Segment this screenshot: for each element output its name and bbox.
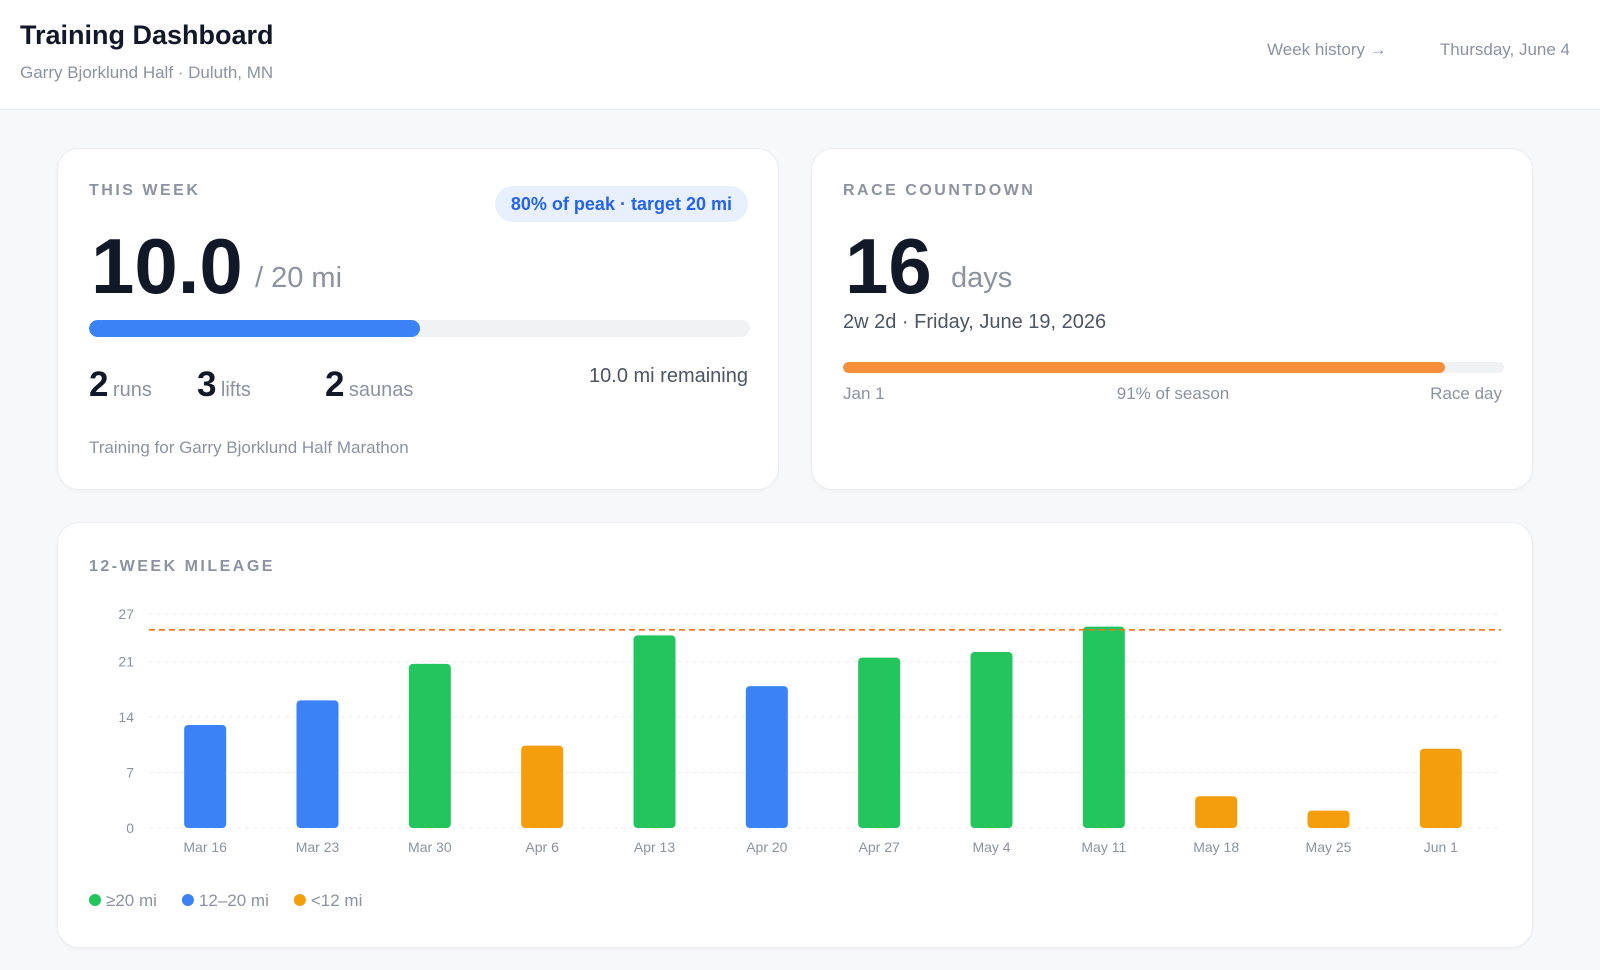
x-tick-label: Apr 20 — [746, 839, 787, 855]
chart: 0 7 14 21 27 Mar 16 Mar 23 Mar 30 Apr 6 Apr 13 Apr… — [89, 606, 1501, 910]
stat-label: saunas — [348, 379, 414, 401]
chart-title: 12-WEEK MILEAGE — [89, 558, 275, 575]
this-week-card: THIS WEEK 80% of peak · target 20 mi 10.… — [57, 148, 779, 490]
y-tick-label: 7 — [126, 765, 134, 781]
stat: 2 saunas — [325, 365, 413, 405]
remaining: 10.0 mi remaining — [589, 365, 748, 387]
mileage-card: 12-WEEK MILEAGE 0 7 14 21 27 Mar 16 Mar 23 Mar … — [57, 522, 1533, 948]
season-start: Jan 1 — [843, 384, 885, 403]
x-tick-label: Apr 6 — [525, 839, 559, 855]
legend-dot — [89, 894, 101, 906]
bar — [296, 700, 339, 828]
season-progress-label: 91% of season — [1116, 384, 1230, 403]
race-countdown-card: RACE COUNTDOWN 16 days 2w 2d · Friday, J… — [811, 148, 1533, 490]
bar — [633, 635, 676, 828]
x-tick-label: Jun 1 — [1424, 839, 1458, 855]
progress-fill — [89, 320, 420, 337]
legend-dot — [181, 894, 194, 906]
season-track — [843, 362, 1504, 373]
y-tick-label: 27 — [118, 606, 134, 622]
stat: 3 lifts — [197, 365, 251, 405]
badge: 80% of peak · target 20 mi — [494, 186, 748, 222]
legend-label: 12–20 mi — [199, 891, 269, 910]
season-fill — [843, 362, 1445, 373]
bar — [970, 652, 1013, 828]
progress-track — [89, 320, 750, 337]
card-label: RACE COUNTDOWN — [843, 182, 1036, 199]
stat-count: 2 — [89, 365, 109, 404]
x-tick-label: May 18 — [1193, 839, 1239, 855]
legend-label: <12 mi — [311, 891, 363, 910]
season-end: Race day — [1430, 384, 1502, 403]
bar — [1307, 810, 1350, 828]
card-label: THIS WEEK — [89, 182, 201, 199]
race-detail: 2w 2d · Friday, June 19, 2026 — [843, 311, 1107, 333]
stat-count: 3 — [197, 365, 217, 404]
week-history-link[interactable]: Week history → — [1267, 40, 1387, 59]
header: Training Dashboard Garry Bjorklund Half … — [0, 0, 1600, 110]
x-tick-label: Mar 16 — [183, 839, 227, 855]
x-tick-label: May 11 — [1081, 839, 1126, 855]
stat-label: lifts — [220, 379, 251, 401]
legend-dot — [293, 894, 306, 906]
footer-note: Training for Garry Bjorklund Half Marath… — [89, 438, 409, 457]
x-tick-label: May 4 — [972, 839, 1010, 855]
bar — [858, 657, 901, 828]
x-tick-label: May 25 — [1306, 839, 1352, 855]
bar — [1195, 796, 1238, 828]
stat-label: runs — [112, 379, 152, 401]
days-unit: days — [951, 262, 1013, 294]
date: Thursday, June 4 — [1439, 40, 1570, 59]
stat-count: 2 — [325, 365, 345, 404]
stat: 2 runs — [89, 365, 152, 405]
days: 16 — [845, 222, 932, 310]
target: / 20 mi — [255, 262, 343, 294]
subtitle: Garry Bjorklund Half · Duluth, MN — [20, 63, 274, 82]
bar — [745, 686, 788, 828]
bar — [184, 724, 227, 828]
x-tick-label: Apr 27 — [859, 839, 900, 855]
bar — [408, 663, 451, 828]
y-tick-label: 0 — [126, 820, 134, 836]
x-tick-label: Apr 13 — [634, 839, 675, 855]
x-tick-label: Mar 23 — [296, 839, 340, 855]
legend-label: ≥20 mi — [106, 891, 157, 910]
bar — [1082, 626, 1125, 828]
y-tick-label: 14 — [118, 709, 134, 725]
y-tick-label: 21 — [118, 654, 134, 670]
bar — [1419, 748, 1462, 828]
x-tick-label: Mar 30 — [408, 839, 452, 855]
title: Training Dashboard — [20, 20, 274, 50]
miles: 10.0 — [91, 222, 243, 310]
bar — [521, 745, 564, 828]
